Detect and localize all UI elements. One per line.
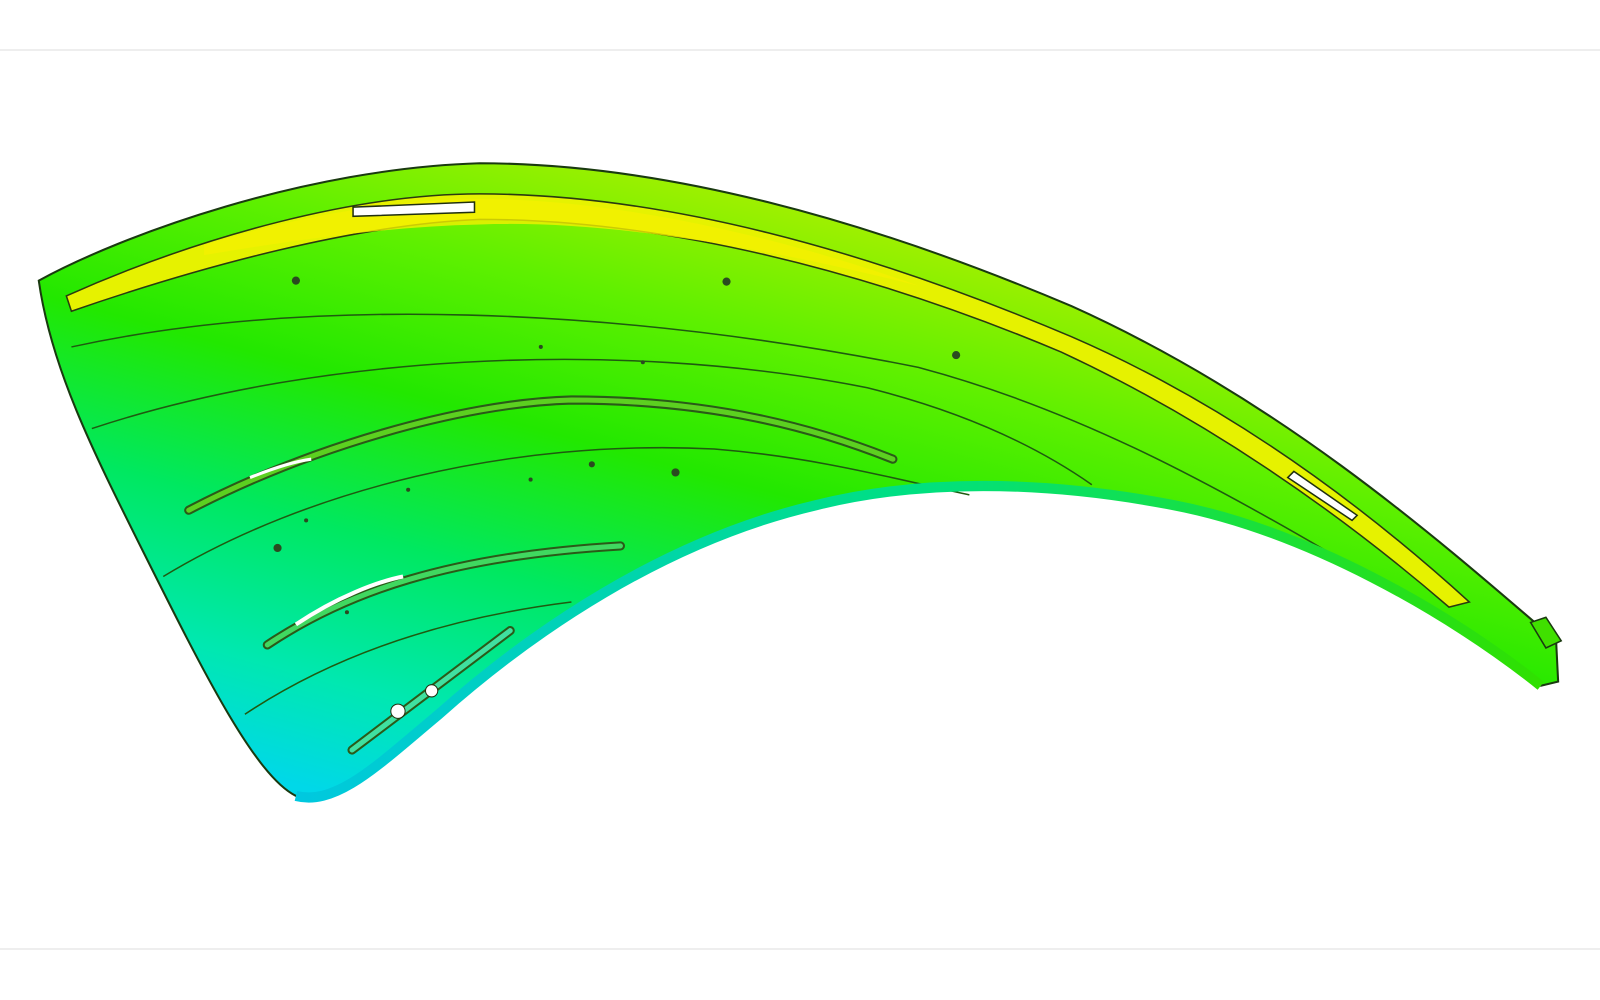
band-line <box>162 446 970 578</box>
strip <box>264 543 623 648</box>
scan-part <box>37 162 1563 803</box>
gap <box>1286 470 1359 522</box>
band-line <box>71 313 1327 552</box>
yellow-highlight <box>204 198 919 286</box>
tab <box>1529 616 1563 649</box>
lower-rim <box>294 480 1544 803</box>
dots <box>273 276 961 615</box>
hole <box>424 684 439 698</box>
gap <box>249 457 312 479</box>
gap <box>352 201 476 218</box>
band-line <box>91 358 1093 486</box>
hole <box>390 703 406 719</box>
band-line <box>244 601 572 715</box>
gap <box>294 574 404 627</box>
